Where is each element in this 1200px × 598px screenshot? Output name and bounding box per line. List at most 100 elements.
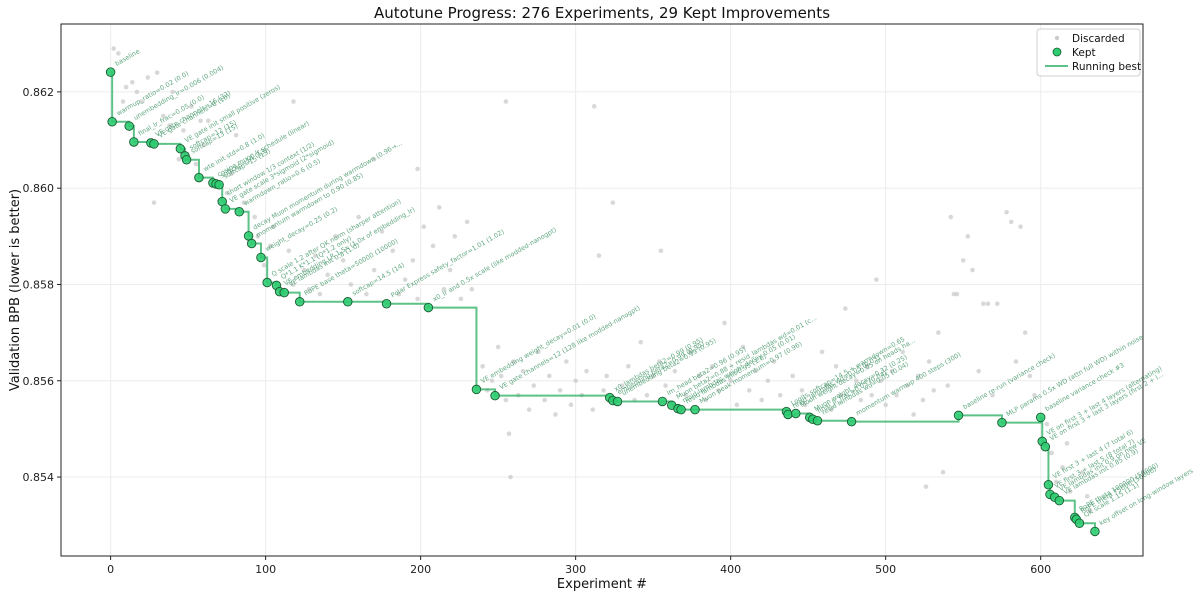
discarded-point xyxy=(229,171,234,177)
kept-point xyxy=(129,137,139,147)
discarded-point xyxy=(981,301,986,307)
x-tick-label: 200 xyxy=(410,563,431,576)
discarded-point xyxy=(936,330,941,335)
discarded-point xyxy=(181,128,186,133)
chart-title: Autotune Progress: 276 Experiments, 29 K… xyxy=(374,4,830,22)
discarded-point xyxy=(619,383,625,388)
kept-point xyxy=(657,396,668,407)
discarded-point xyxy=(601,388,606,393)
discarded-point xyxy=(1067,489,1073,494)
discarded-point xyxy=(900,349,906,355)
kept-point xyxy=(791,408,801,419)
discarded-point xyxy=(819,349,825,355)
discarded-point xyxy=(116,51,121,56)
discarded-point xyxy=(145,75,151,80)
legend-running-best-label: Running best xyxy=(1072,61,1141,73)
discarded-point xyxy=(940,469,946,475)
discarded-point xyxy=(960,258,966,263)
kept-point xyxy=(149,139,159,149)
discarded-point xyxy=(205,118,211,124)
legend-box xyxy=(1036,28,1141,77)
legend: Discarded Kept Running best xyxy=(1036,28,1141,77)
x-tick-label: 100 xyxy=(255,563,276,576)
discarded-point xyxy=(134,89,140,95)
discarded-point xyxy=(610,200,616,205)
y-tick-label: 0.854 xyxy=(23,471,55,484)
discarded-point xyxy=(591,104,597,109)
discarded-point xyxy=(396,291,402,297)
kept-point xyxy=(471,384,482,395)
discarded-point xyxy=(291,99,296,104)
plot-frame xyxy=(60,23,1144,557)
discarded-point xyxy=(410,258,416,263)
kept-point xyxy=(343,297,353,307)
y-tick-label: 0.856 xyxy=(23,375,55,388)
discarded-point xyxy=(356,214,361,220)
discarded-point xyxy=(838,392,844,398)
discarded-point xyxy=(1053,479,1059,485)
discarded-point xyxy=(799,388,805,393)
discarded-point xyxy=(495,344,501,350)
discarded-point xyxy=(371,267,377,273)
discarded-point xyxy=(302,267,307,273)
discarded-point xyxy=(1060,465,1065,470)
discarded-point xyxy=(874,277,879,282)
discarded-point xyxy=(1018,224,1023,229)
discarded-point xyxy=(931,388,937,393)
kept-point xyxy=(997,417,1007,428)
discarded-point xyxy=(722,320,727,326)
kept-point xyxy=(214,180,224,190)
discarded-point xyxy=(123,84,129,90)
discarded-point xyxy=(604,373,609,379)
discarded-point xyxy=(161,113,166,119)
discarded-point xyxy=(584,368,589,374)
discarded-point xyxy=(390,248,396,254)
kept-point xyxy=(256,252,266,263)
discarded-point xyxy=(759,397,764,403)
discarded-point xyxy=(746,388,752,393)
kept-points xyxy=(105,67,1100,537)
x-tick-label: 400 xyxy=(720,563,741,576)
discarded-point xyxy=(568,402,574,408)
discarded-point xyxy=(790,373,795,379)
discarded-point xyxy=(911,412,916,417)
discarded-point xyxy=(170,89,175,95)
discarded-point xyxy=(333,234,338,239)
discarded-point xyxy=(894,392,899,398)
discarded-point xyxy=(508,474,513,480)
discarded-point xyxy=(650,373,656,379)
discarded-point xyxy=(379,229,385,234)
kept-point xyxy=(1043,479,1054,490)
kept-point xyxy=(234,207,245,217)
y-axis-label: Validation BPB (lower is better) xyxy=(8,189,23,391)
discarded-point xyxy=(267,243,273,249)
discarded-point xyxy=(1022,330,1028,335)
discarded-point xyxy=(948,214,954,220)
discarded-point xyxy=(777,392,783,398)
discarded-point xyxy=(151,200,157,205)
y-tick-label: 0.860 xyxy=(23,182,55,195)
kept-point xyxy=(381,298,392,309)
discarded-point xyxy=(167,123,172,128)
discarded-point xyxy=(402,277,408,282)
discarded-point xyxy=(864,364,870,369)
discarded-point xyxy=(458,296,464,302)
x-tick-label: 600 xyxy=(1030,563,1051,576)
discarded-point xyxy=(802,402,808,408)
discarded-point xyxy=(489,378,495,384)
discarded-point xyxy=(188,104,194,109)
discarded-point xyxy=(371,156,377,162)
legend-kept-marker-icon xyxy=(1052,47,1062,57)
discarded-point xyxy=(542,397,547,403)
discarded-point xyxy=(120,99,126,104)
discarded-point xyxy=(261,262,267,268)
discarded-point xyxy=(1004,209,1009,215)
discarded-point xyxy=(340,258,346,263)
discarded-point xyxy=(858,397,864,403)
discarded-point xyxy=(1013,359,1019,364)
discarded-point xyxy=(271,224,276,229)
discarded-point xyxy=(926,359,932,364)
discarded-point xyxy=(506,431,512,437)
discarded-point xyxy=(833,364,839,369)
